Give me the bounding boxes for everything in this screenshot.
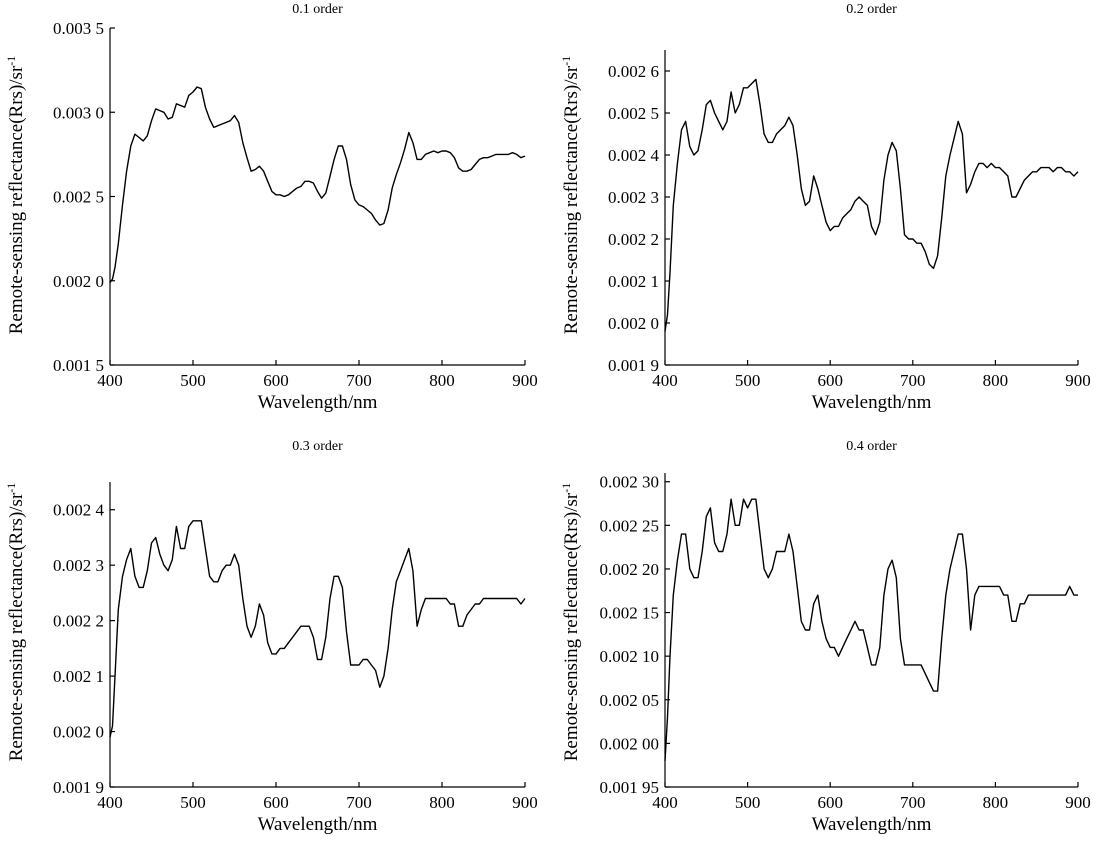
y-tick-label: 0.002 20 [600, 560, 660, 579]
y-tick-label: 0.003 5 [53, 19, 104, 38]
y-axis-label-text: Remote-sensing reflectance(Rrs)/sr [561, 492, 582, 761]
x-tick-label: 800 [429, 793, 455, 812]
y-tick-label: 0.001 5 [53, 356, 104, 375]
x-tick-label: 700 [900, 793, 926, 812]
x-tick-label: 800 [983, 371, 1009, 390]
y-tick-label: 0.002 1 [53, 667, 104, 686]
x-tick-label: 900 [512, 793, 538, 812]
chart-title: 0.1 order [292, 2, 343, 17]
y-tick-label: 0.002 0 [608, 314, 659, 333]
series-line [109, 520, 526, 738]
x-tick-label: 400 [97, 371, 123, 390]
x-tick-label: 500 [180, 371, 206, 390]
y-axis-label-text: Remote-sensing reflectance(Rrs)/sr [6, 492, 27, 761]
y-tick-label: 0.002 0 [53, 723, 104, 742]
chart-panel-2: 0.2 order 400 500 600 700 800 900 0.001 9 0.002 … [559, 2, 1091, 413]
chart-title: 0.3 order [292, 439, 343, 454]
y-axis-label-superscript: -1 [559, 56, 573, 66]
y-tick-label: 0.001 9 [608, 356, 659, 375]
series-line [664, 78, 1079, 332]
chart-panel-4: 0.4 order 400 500 600 700 800 900 0.001 95 0.002… [559, 439, 1091, 835]
y-tick-label: 0.002 6 [608, 62, 659, 81]
chart-title: 0.2 order [846, 2, 897, 17]
x-tick-label: 700 [900, 371, 926, 390]
series-line [109, 86, 526, 283]
y-tick-label: 0.002 05 [600, 691, 660, 710]
x-tick-label: 900 [512, 371, 538, 390]
x-axis-label: Wavelength/nm [812, 392, 932, 413]
y-axis-label: Remote-sensing reflectance(Rrs)/sr-1 [4, 483, 27, 762]
y-axis-label-superscript: -1 [4, 483, 18, 493]
y-axis-label-text: Remote-sensing reflectance(Rrs)/sr [561, 65, 582, 334]
y-tick-label: 0.002 25 [600, 516, 660, 535]
chart-panel-1: 0.1 order 400 500 600 700 800 900 0.001 5 0.002 … [4, 2, 538, 413]
y-tick-label: 0.003 0 [53, 103, 104, 122]
y-tick-label: 0.002 3 [53, 556, 104, 575]
y-tick-label: 0.002 2 [53, 612, 104, 631]
x-tick-label: 400 [652, 371, 678, 390]
y-tick-label: 0.002 2 [608, 230, 659, 249]
y-axis-label-text: Remote-sensing reflectance(Rrs)/sr [6, 65, 27, 334]
x-axis-label: Wavelength/nm [258, 814, 378, 835]
y-tick-label: 0.002 00 [600, 734, 660, 753]
x-tick-label: 400 [97, 793, 123, 812]
x-tick-label: 400 [652, 793, 678, 812]
chart-title: 0.4 order [846, 439, 897, 454]
y-tick-label: 0.001 9 [53, 778, 104, 797]
x-tick-label: 900 [1065, 793, 1091, 812]
y-tick-label: 0.002 4 [53, 501, 105, 520]
x-tick-label: 600 [817, 371, 843, 390]
x-tick-label: 700 [346, 793, 372, 812]
y-tick-label: 0.002 3 [608, 188, 659, 207]
y-axis-label-superscript: -1 [4, 56, 18, 66]
x-tick-label: 900 [1065, 371, 1091, 390]
y-tick-label: 0.002 5 [608, 104, 659, 123]
series-line [664, 498, 1078, 761]
y-axis-label: Remote-sensing reflectance(Rrs)/sr-1 [559, 483, 582, 762]
x-axis-label: Wavelength/nm [812, 814, 932, 835]
x-tick-label: 600 [817, 793, 843, 812]
y-tick-label: 0.002 15 [600, 604, 660, 623]
y-tick-label: 0.002 1 [608, 272, 659, 291]
x-tick-label: 500 [735, 371, 761, 390]
y-tick-label: 0.002 30 [600, 473, 660, 492]
x-tick-label: 800 [983, 793, 1009, 812]
y-axis-label: Remote-sensing reflectance(Rrs)/sr-1 [559, 56, 582, 335]
x-axis-label: Wavelength/nm [258, 392, 378, 413]
x-tick-label: 800 [429, 371, 455, 390]
y-tick-label: 0.002 10 [600, 647, 660, 666]
x-tick-label: 600 [263, 371, 289, 390]
y-axis-label-superscript: -1 [559, 483, 573, 493]
x-tick-label: 500 [735, 793, 761, 812]
y-tick-label: 0.002 5 [53, 188, 104, 207]
x-tick-label: 600 [263, 793, 289, 812]
y-tick-label: 0.002 4 [608, 146, 660, 165]
x-tick-label: 700 [346, 371, 372, 390]
y-axis-label: Remote-sensing reflectance(Rrs)/sr-1 [4, 56, 27, 335]
chart-panel-3: 0.3 order 400 500 600 700 800 900 0.001 9 0.002 … [4, 439, 538, 835]
x-tick-label: 500 [180, 793, 206, 812]
y-tick-label: 0.001 95 [600, 778, 660, 797]
y-tick-label: 0.002 0 [53, 272, 104, 291]
